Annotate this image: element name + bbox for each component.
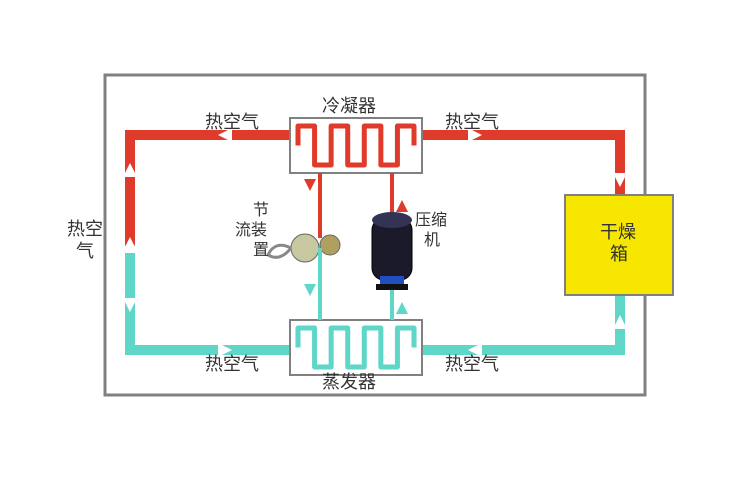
throttle-label: 流装 (235, 221, 267, 239)
throttle-label: 置 (253, 242, 269, 259)
evaporator-label: 蒸发器 (322, 372, 376, 392)
heat-pump-diagram: 冷凝器蒸发器热空气热空气热空气热空气热空气节流装置压缩机干燥箱 (0, 0, 750, 500)
condenser-label: 冷凝器 (322, 96, 376, 116)
throttle-label: 节 (253, 201, 269, 219)
hot-air-label-3: 热空气 (445, 354, 499, 374)
hot-air-label-2: 热空气 (205, 354, 259, 374)
dry-box-label: 干燥 (600, 222, 636, 242)
compressor-label: 机 (424, 231, 440, 249)
compressor (372, 212, 412, 290)
hot-air-label-1: 热空气 (445, 112, 499, 132)
side-hot-air-label: 气 (76, 241, 94, 261)
hot-air-label-0: 热空气 (205, 112, 259, 132)
dry-box-label: 箱 (610, 244, 628, 264)
compressor-label: 压缩 (415, 211, 447, 229)
side-hot-air-label: 热空 (67, 219, 103, 239)
